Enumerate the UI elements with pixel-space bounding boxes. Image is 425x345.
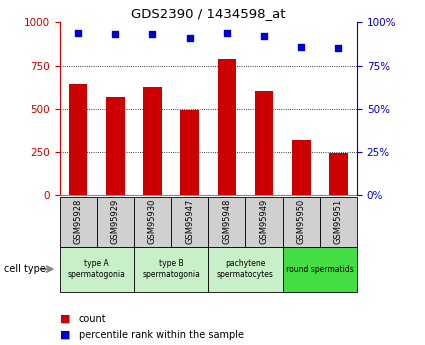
Text: GSM95947: GSM95947 bbox=[185, 199, 194, 244]
Point bbox=[335, 46, 342, 51]
Title: GDS2390 / 1434598_at: GDS2390 / 1434598_at bbox=[131, 7, 286, 20]
Text: GSM95928: GSM95928 bbox=[74, 199, 82, 244]
Text: count: count bbox=[79, 314, 106, 324]
Point bbox=[186, 35, 193, 41]
Text: cell type: cell type bbox=[4, 264, 46, 274]
Bar bbox=[106, 97, 125, 195]
Text: GSM95951: GSM95951 bbox=[334, 199, 343, 244]
Bar bbox=[180, 110, 199, 195]
Bar bbox=[134, 197, 171, 247]
Bar bbox=[60, 247, 134, 292]
Bar bbox=[60, 197, 96, 247]
Bar bbox=[292, 140, 311, 195]
Text: type A
spermatogonia: type A spermatogonia bbox=[68, 259, 126, 279]
Bar bbox=[320, 197, 357, 247]
Text: GSM95930: GSM95930 bbox=[148, 199, 157, 244]
Text: pachytene
spermatocytes: pachytene spermatocytes bbox=[217, 259, 274, 279]
Bar bbox=[329, 152, 348, 195]
Point bbox=[224, 30, 230, 36]
Point bbox=[298, 44, 305, 49]
Bar bbox=[283, 197, 320, 247]
Bar bbox=[208, 197, 245, 247]
Bar bbox=[143, 87, 162, 195]
Point bbox=[149, 32, 156, 37]
Bar bbox=[96, 197, 134, 247]
Bar bbox=[171, 197, 208, 247]
Bar bbox=[208, 247, 283, 292]
Text: ■: ■ bbox=[60, 314, 70, 324]
Bar bbox=[69, 83, 88, 195]
Text: GSM95949: GSM95949 bbox=[260, 199, 269, 244]
Bar bbox=[255, 91, 273, 195]
Point bbox=[112, 32, 119, 37]
Text: ■: ■ bbox=[60, 330, 70, 339]
Text: type B
spermatogonia: type B spermatogonia bbox=[142, 259, 200, 279]
Bar bbox=[218, 59, 236, 195]
Point bbox=[261, 33, 267, 39]
Text: round spermatids: round spermatids bbox=[286, 265, 354, 274]
Point bbox=[75, 30, 82, 36]
Text: percentile rank within the sample: percentile rank within the sample bbox=[79, 330, 244, 339]
Bar bbox=[283, 247, 357, 292]
Text: GSM95948: GSM95948 bbox=[222, 199, 231, 244]
Bar bbox=[245, 197, 283, 247]
Bar bbox=[134, 247, 208, 292]
Text: GSM95929: GSM95929 bbox=[111, 199, 120, 244]
Text: GSM95950: GSM95950 bbox=[297, 199, 306, 244]
